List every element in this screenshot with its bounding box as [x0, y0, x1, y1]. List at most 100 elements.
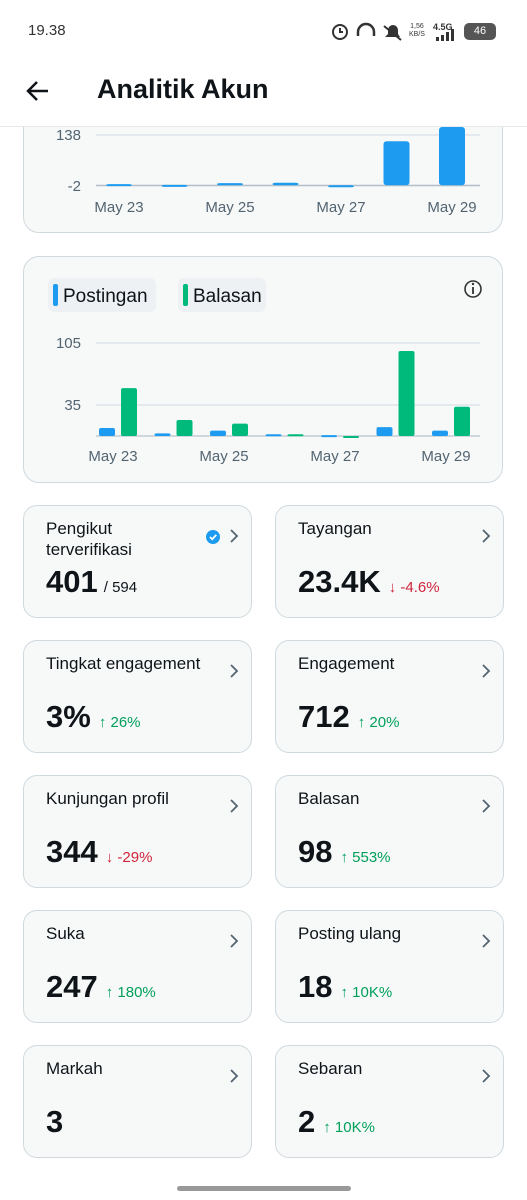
metric-value: 18 ↑ 10K% [298, 969, 392, 1005]
bar [383, 141, 410, 186]
chevron [229, 798, 239, 819]
metric-total: / 594 [103, 579, 138, 596]
metric-label: Pengikut terverifikasi [46, 519, 132, 559]
metric-value: 2 ↑ 10K% [298, 1104, 375, 1140]
metric-value: 98 ↑ 553% [298, 834, 391, 870]
metric-label: Sebaran [298, 1059, 363, 1078]
header: Analitik Akun [0, 60, 527, 127]
net-speed-value: 1,56 [410, 23, 424, 30]
metric-label: Posting ulang [298, 924, 402, 943]
change-value: 20% [369, 714, 400, 731]
network: 4.5G [433, 22, 453, 32]
chart: 35 105 May 23 May 25 May 27 May 29 Postingan Ba… [48, 278, 482, 465]
bar [398, 350, 415, 436]
bar [272, 182, 299, 186]
metric-number: 712 [298, 699, 350, 734]
bar [210, 430, 226, 436]
change-arrow: ↑ [105, 984, 118, 1001]
metric-label: Engagement [298, 654, 395, 673]
metric-card[interactable]: Engagement 712 ↑ 20% [275, 640, 504, 753]
page-title: Analitik Akun [97, 74, 269, 104]
bar [121, 388, 137, 436]
metric-number: 3% [46, 699, 91, 734]
change-value: 553% [352, 849, 391, 866]
metric-value: 247 ↑ 180% [46, 969, 156, 1005]
x-tick-label: May 29 [421, 448, 470, 465]
x-tick-label: May 29 [427, 199, 476, 216]
change-arrow: ↑ [340, 849, 353, 866]
metric-value: 3 [46, 1104, 63, 1140]
bar [161, 184, 188, 187]
metric-label: Tayangan [298, 519, 372, 538]
chevron [481, 528, 491, 549]
metric-number: 23.4K [298, 564, 381, 599]
metric-card[interactable]: Sebaran 2 ↑ 10K% [275, 1045, 504, 1158]
legend-box [48, 278, 156, 312]
chevron [481, 663, 491, 684]
chart-card: 35 105 May 23 May 25 May 27 May 29 Postingan Ba… [23, 256, 503, 483]
net-speed: 1,56 KB/S [409, 23, 425, 39]
metric-change: ↑ 180% [106, 984, 156, 1001]
change-value: 26% [110, 714, 141, 731]
y-tick-label: 138 [56, 127, 81, 144]
metric-value: 344 ↓ -29% [46, 834, 152, 870]
chevron [481, 1068, 491, 1089]
change-arrow: ↓ [388, 579, 401, 596]
metric-card[interactable]: Balasan 98 ↑ 553% [275, 775, 504, 888]
y-tick-label: 105 [56, 335, 81, 352]
metric-change: ↓ -4.6% [389, 579, 440, 596]
x-tick-label: May 27 [316, 199, 365, 216]
chevron [229, 528, 239, 549]
bar [287, 434, 304, 437]
bar [439, 127, 465, 186]
metric-change: ↑ 10K% [323, 1119, 375, 1136]
battery: 46 [464, 23, 496, 40]
x-tick-label: May 27 [310, 448, 359, 465]
x-tick-label: May 23 [94, 199, 143, 216]
change-value: 10K% [334, 1119, 375, 1136]
y-tick-label: -2 [68, 178, 81, 195]
metric-label: Kunjungan profil [46, 789, 169, 808]
change-arrow: ↑ [340, 984, 353, 1001]
bar [232, 423, 248, 436]
metric-value: 401 / 594 [46, 564, 137, 600]
metric-number: 3 [46, 1104, 64, 1139]
bar [328, 185, 354, 188]
metric-card[interactable]: Pengikut terverifikasi 401 / 594 [23, 505, 252, 618]
status-bar: 19.38 1,56 KB/S 4.5G 46 [0, 0, 527, 60]
legend-label: Balasan [193, 286, 262, 307]
info-icon[interactable] [464, 280, 482, 298]
metric-card[interactable]: Posting ulang 18 ↑ 10K% [275, 910, 504, 1023]
chevron [229, 1068, 239, 1089]
time: 19.38 [28, 22, 66, 39]
bar [454, 406, 470, 436]
legend-swatch [53, 284, 58, 306]
metric-number: 401 [46, 564, 98, 599]
change-value: -4.6% [400, 579, 440, 596]
chevron [229, 933, 239, 954]
metric-card[interactable]: Kunjungan profil 344 ↓ -29% [23, 775, 252, 888]
back-button[interactable] [24, 77, 52, 105]
chevron [229, 663, 239, 684]
bar [99, 428, 115, 436]
bar [154, 433, 171, 436]
metric-card[interactable]: Tayangan 23.4K ↓ -4.6% [275, 505, 504, 618]
x-tick-label: May 23 [88, 448, 137, 465]
legend-box [178, 278, 266, 312]
signal [436, 29, 454, 41]
metric-number: 2 [298, 1104, 316, 1139]
bar [343, 436, 359, 438]
legend-label: Postingan [63, 286, 148, 307]
bar [106, 184, 132, 187]
chevron [481, 933, 491, 954]
chevron [481, 798, 491, 819]
metric-card[interactable]: Suka 247 ↑ 180% [23, 910, 252, 1023]
net-speed-unit: KB/S [409, 31, 425, 38]
metric-card[interactable]: Tingkat engagement 3% ↑ 26% [23, 640, 252, 753]
metric-change: ↑ 553% [340, 849, 390, 866]
x-tick-label: May 25 [205, 199, 254, 216]
metric-label: Tingkat engagement [46, 654, 201, 673]
metric-label: Markah [46, 1059, 103, 1078]
metric-number: 18 [298, 969, 333, 1004]
metric-card[interactable]: Markah 3 [23, 1045, 252, 1158]
